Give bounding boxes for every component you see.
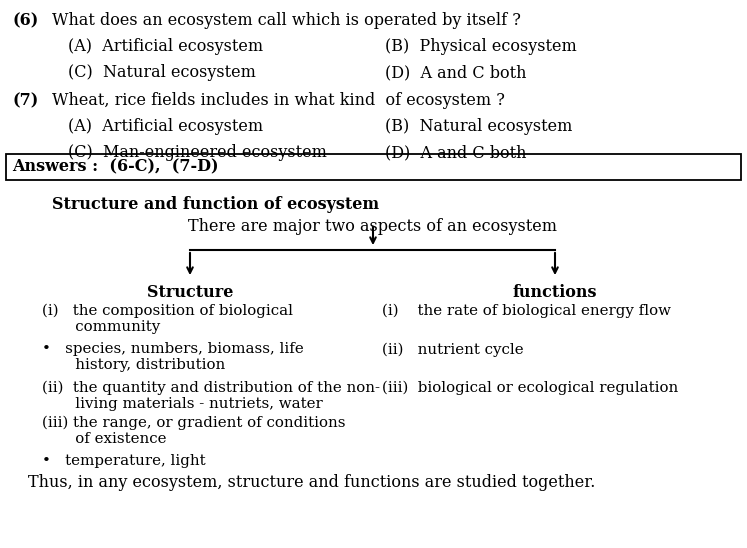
Text: (D)  A and C both: (D) A and C both [385,64,527,81]
Text: (7): (7) [12,92,38,109]
Text: Structure: Structure [147,284,233,301]
Text: Answers :  (6-C),  (7-D): Answers : (6-C), (7-D) [12,158,219,175]
Text: (B)  Physical ecosystem: (B) Physical ecosystem [385,38,577,55]
Text: living materials - nutriets, water: living materials - nutriets, water [42,397,323,411]
Text: •   temperature, light: • temperature, light [42,454,205,469]
Text: (i)    the rate of biological energy flow: (i) the rate of biological energy flow [382,304,671,318]
Text: (A)  Artificial ecosystem: (A) Artificial ecosystem [68,38,263,55]
Text: (B)  Natural ecosystem: (B) Natural ecosystem [385,118,572,135]
Bar [6,154,741,180]
Text: (iii)  biological or ecological regulation: (iii) biological or ecological regulatio… [382,381,678,395]
Text: (A)  Artificial ecosystem: (A) Artificial ecosystem [68,118,263,135]
Text: There are major two aspects of an ecosystem: There are major two aspects of an ecosys… [188,218,557,235]
Text: of existence: of existence [42,432,167,446]
Text: community: community [42,320,161,334]
Text: •   species, numbers, biomass, life: • species, numbers, biomass, life [42,342,304,356]
Text: (ii)  the quantity and distribution of the non-: (ii) the quantity and distribution of th… [42,381,380,395]
Text: functions: functions [512,284,598,301]
Text: (i)   the composition of biological: (i) the composition of biological [42,304,293,318]
Text: What does an ecosystem call which is operated by itself ?: What does an ecosystem call which is ope… [52,12,521,29]
Text: (D)  A and C both: (D) A and C both [385,144,527,161]
Text: history, distribution: history, distribution [42,358,226,373]
Text: Wheat, rice fields includes in what kind  of ecosystem ?: Wheat, rice fields includes in what kind… [52,92,505,109]
Text: (C)  Natural ecosystem: (C) Natural ecosystem [68,64,256,81]
Text: (ii)   nutrient cycle: (ii) nutrient cycle [382,342,524,357]
Text: (C)  Man-engineered ecosystem: (C) Man-engineered ecosystem [68,144,327,161]
Text: (iii) the range, or gradient of conditions: (iii) the range, or gradient of conditio… [42,416,346,430]
Text: Structure and function of ecosystem: Structure and function of ecosystem [52,196,379,213]
Text: (6): (6) [12,12,38,29]
Text: Thus, in any ecosystem, structure and functions are studied together.: Thus, in any ecosystem, structure and fu… [28,473,595,490]
